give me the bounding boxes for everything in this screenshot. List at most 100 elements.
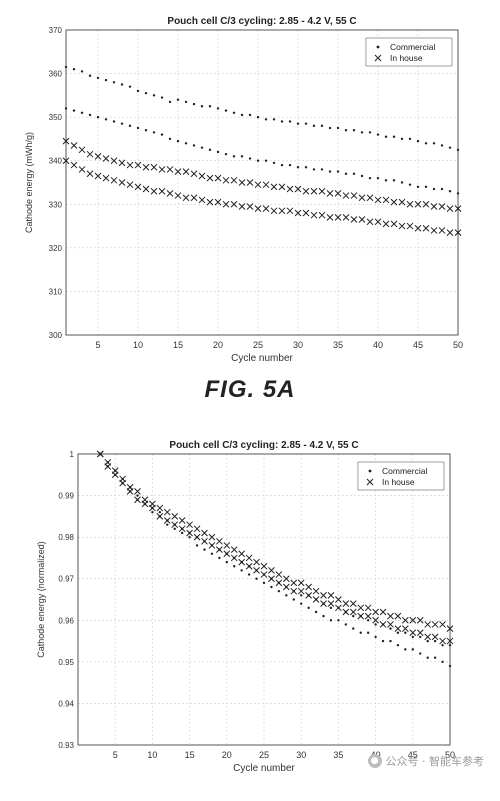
x-tick-label: 30 [296, 750, 306, 760]
x-marker-point [382, 220, 390, 228]
dot-marker-point [208, 148, 212, 152]
x-marker-point [350, 192, 358, 199]
dot-marker-point [396, 644, 400, 647]
x-tick-label: 35 [333, 340, 343, 350]
dot-marker-point [158, 511, 162, 514]
dot-marker-point [192, 102, 196, 106]
x-tick-label: 25 [259, 750, 269, 760]
x-tick-label: 35 [333, 750, 343, 760]
x-marker-point [198, 196, 206, 204]
series-in-house [62, 157, 462, 236]
dot-marker-point [104, 78, 108, 82]
dot-marker-point [320, 168, 324, 171]
x-tick-label: 25 [253, 340, 263, 350]
dot-marker-point [360, 174, 364, 178]
x-marker-point [326, 190, 334, 197]
x-marker-point [171, 513, 179, 520]
dot-marker-point [96, 115, 100, 119]
x-marker-point [374, 218, 382, 226]
x-marker-point [201, 537, 208, 545]
y-tick-label: 360 [49, 70, 63, 79]
x-marker-point [268, 575, 275, 583]
x-marker-point [416, 616, 424, 624]
dot-marker-point [312, 124, 316, 128]
x-marker-point [208, 542, 216, 549]
dot-marker-point [389, 627, 392, 630]
dot-marker-point [264, 118, 268, 121]
dot-marker-point [344, 623, 348, 626]
x-marker-point [349, 608, 357, 616]
x-marker-point [431, 621, 439, 628]
dot-marker-point [280, 120, 284, 123]
x-marker-point [208, 533, 216, 541]
watermark: ● 公众号 · 智能车参考 [367, 753, 485, 769]
dot-marker-point [256, 115, 260, 119]
x-marker-point [70, 142, 78, 149]
x-marker-point [446, 229, 454, 236]
legend-entry-commercial: Commercial [382, 466, 427, 476]
x-marker-point [94, 153, 102, 160]
x-marker-point [186, 529, 193, 537]
dot-marker-point [64, 107, 68, 110]
watermark-text: 公众号 · 智能车参考 [385, 755, 485, 768]
x-marker-point [372, 616, 379, 624]
dot-marker-point [72, 109, 76, 112]
dot-marker-point [160, 96, 164, 99]
x-marker-point [174, 192, 182, 199]
x-marker-point [312, 587, 320, 595]
dot-marker-point [136, 89, 140, 93]
dot-marker-point [262, 581, 266, 585]
dot-marker-point [151, 511, 154, 514]
dot-marker-point [72, 68, 76, 71]
x-marker-point [182, 194, 190, 202]
x-marker-point [414, 200, 422, 208]
grid [66, 29, 459, 336]
series-commercial [64, 65, 460, 152]
x-axis-label: Cycle number [231, 353, 293, 364]
dot-marker-point [456, 148, 460, 152]
x-axis-label: Cycle number [233, 763, 295, 774]
dot-marker-point [404, 648, 407, 651]
x-marker-point [222, 200, 230, 208]
dot-marker-point [352, 614, 355, 618]
series-in-house [96, 450, 454, 645]
x-marker-point [142, 163, 150, 171]
x-marker-point [142, 185, 150, 193]
dot-marker-point [296, 122, 300, 125]
x-tick-label: 50 [453, 340, 463, 350]
dot-marker-point [272, 161, 276, 165]
y-tick-label: 0.95 [58, 658, 74, 667]
x-marker-point [275, 571, 283, 578]
x-marker-point [94, 172, 102, 180]
dot-marker-point [441, 660, 444, 664]
x-marker-point [216, 537, 223, 545]
x-marker-point [297, 587, 305, 595]
y-tick-label: 1 [70, 450, 75, 459]
x-marker-point [406, 222, 414, 230]
x-marker-point [141, 500, 149, 508]
x-marker-point [318, 187, 326, 195]
dot-marker-point [232, 111, 236, 114]
x-marker-point [246, 203, 254, 210]
x-marker-point [431, 633, 439, 641]
x-marker-point [454, 229, 462, 236]
dot-marker-point [400, 137, 404, 141]
x-marker-point [174, 168, 182, 175]
dot-marker-point [320, 124, 324, 128]
x-marker-point [186, 521, 193, 529]
dot-marker-point [96, 76, 100, 80]
x-marker-point [178, 525, 186, 533]
series-in-house [96, 450, 454, 632]
y-tick-label: 0.96 [58, 616, 74, 625]
x-marker-point [402, 616, 409, 624]
dot-marker-point [120, 83, 124, 86]
x-marker-point [104, 463, 112, 470]
plot-frame [77, 453, 451, 746]
dot-marker-point [270, 585, 273, 589]
dot-marker-point [329, 606, 333, 610]
x-marker-point [126, 161, 134, 169]
dot-marker-point [376, 176, 380, 180]
x-marker-point [366, 194, 374, 202]
x-marker-point [366, 218, 374, 226]
x-marker-point [134, 161, 142, 169]
